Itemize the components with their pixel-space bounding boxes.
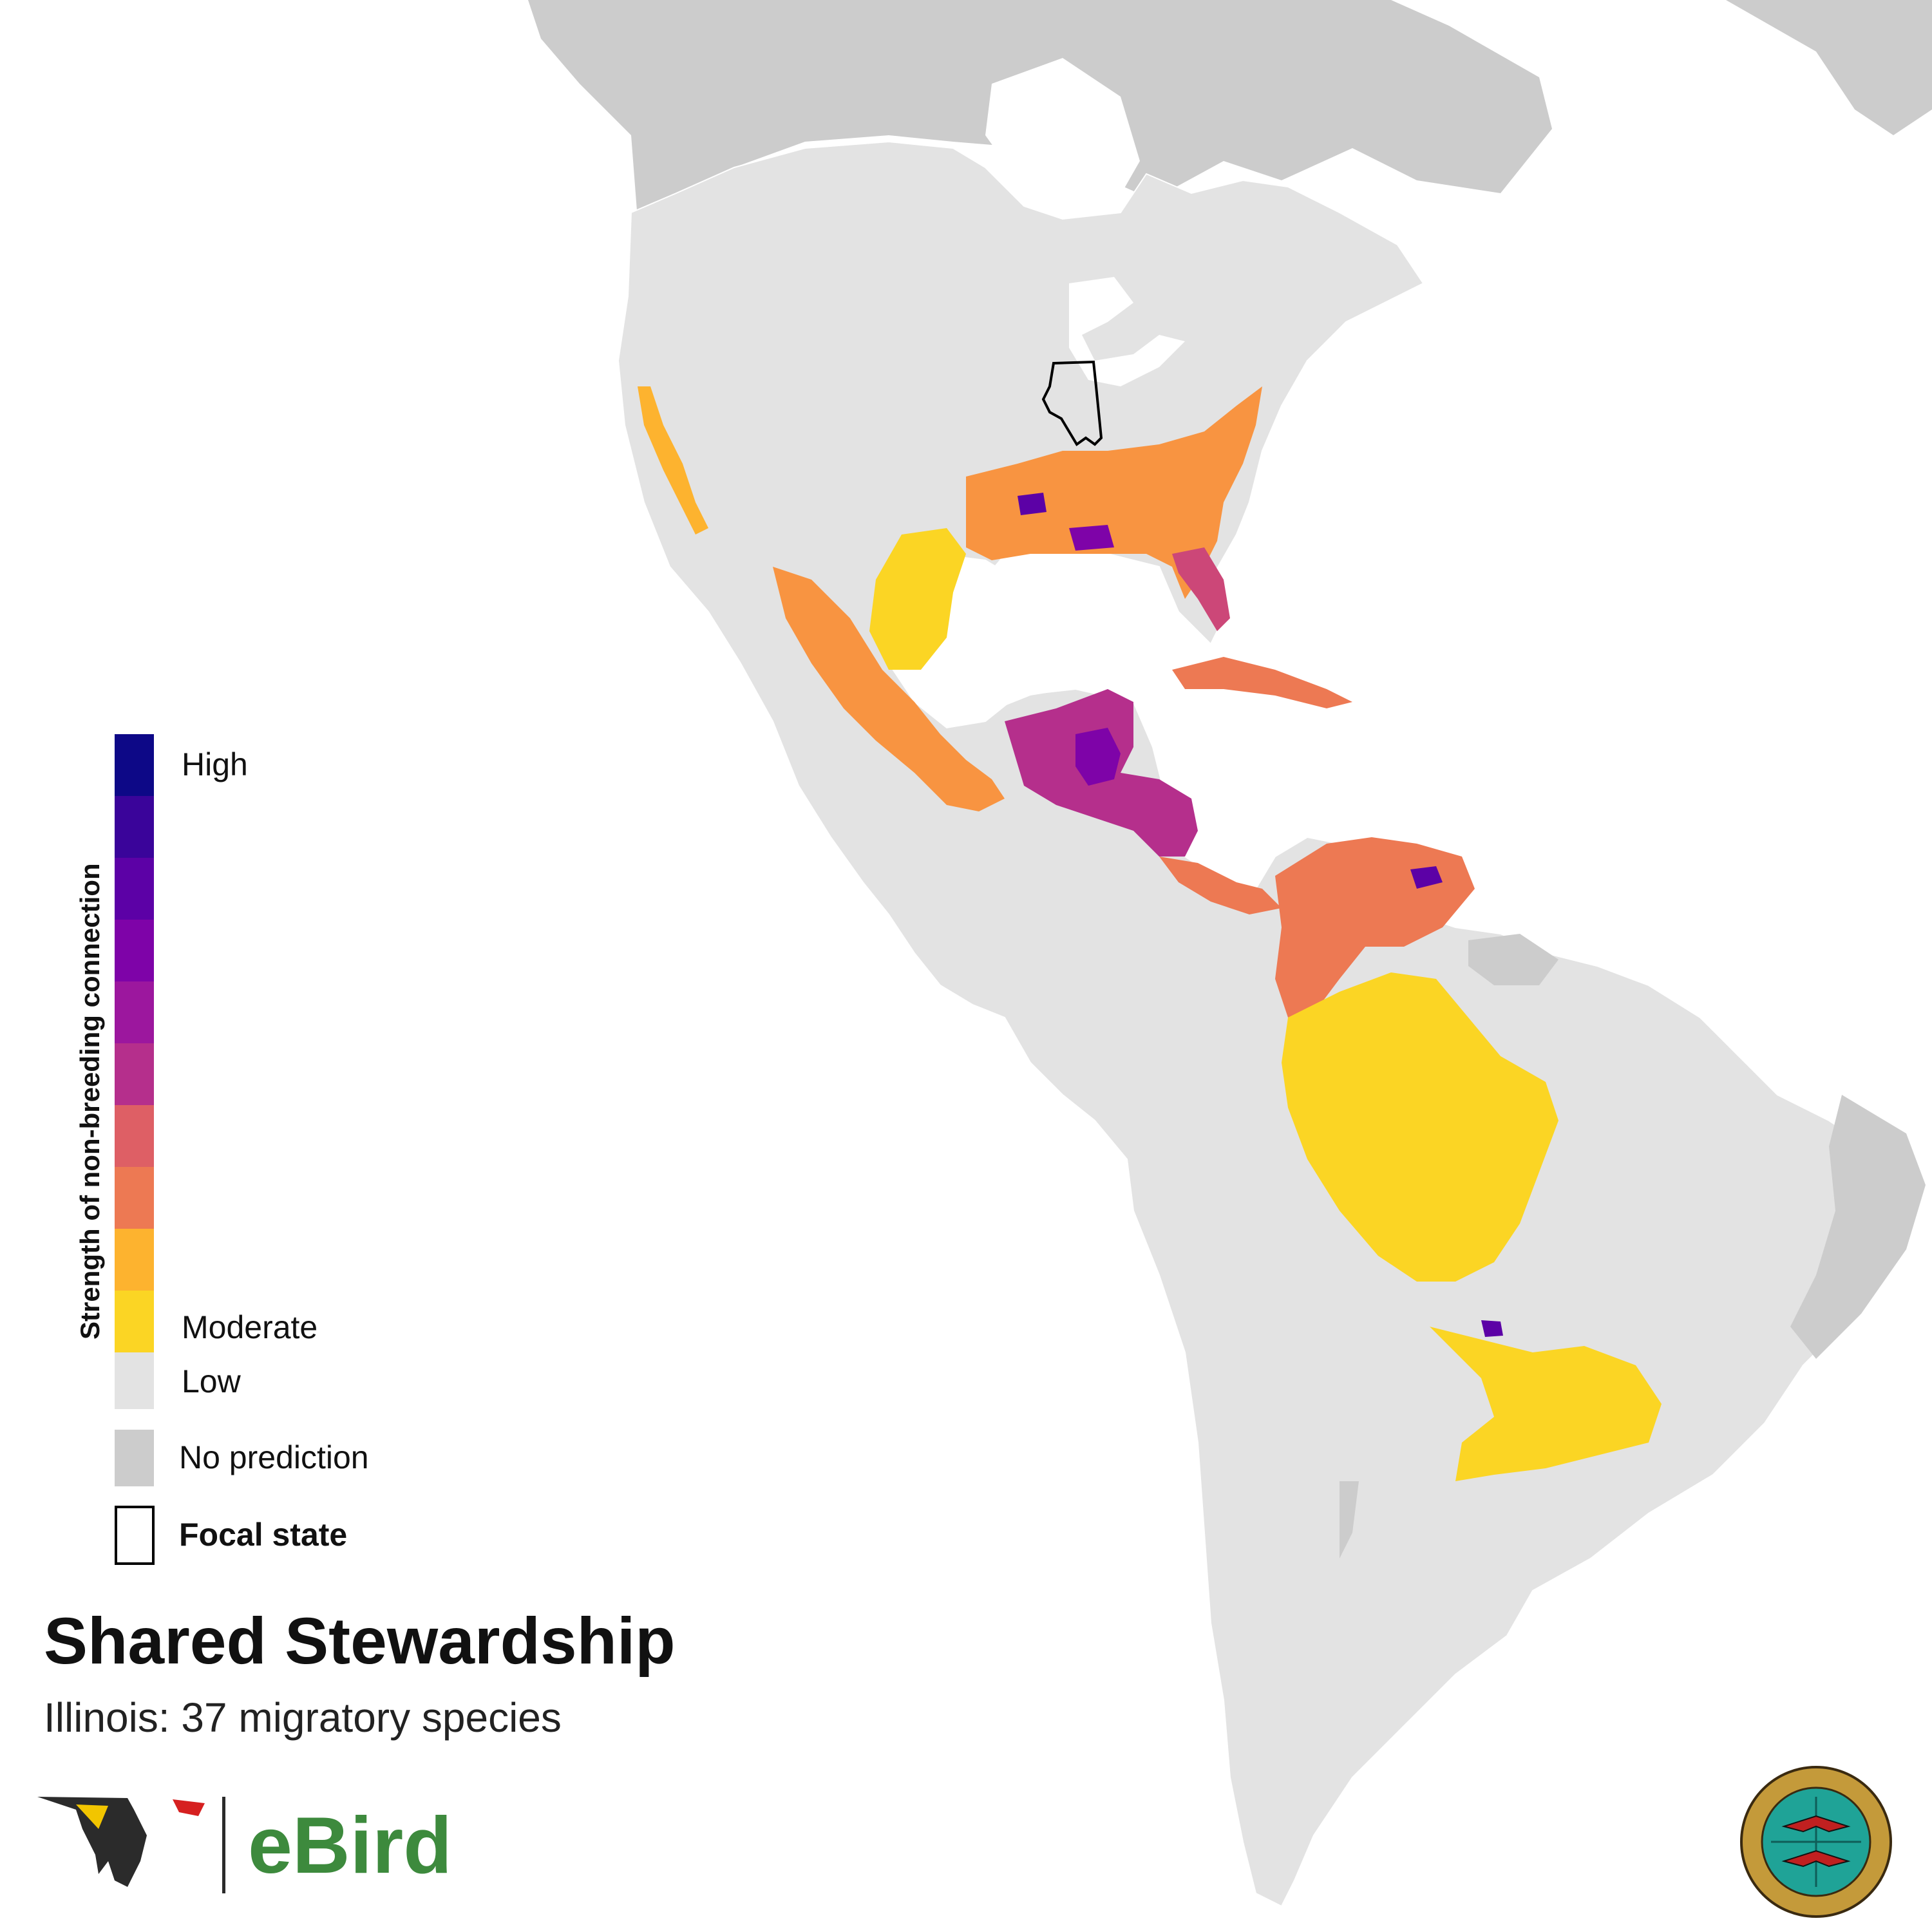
legend-swatch-9 — [115, 1229, 154, 1291]
partners-in-flight-seal-icon — [1740, 1766, 1892, 1918]
legend-high-label: High — [182, 746, 248, 782]
legend-color-scale — [115, 734, 155, 1565]
legend-swatch-no-prediction — [115, 1430, 154, 1486]
ebird-bird-beak — [76, 1804, 108, 1829]
texas-mexico-moderate-region — [869, 528, 966, 670]
paraguay-core — [1481, 1320, 1503, 1337]
legend-axis-title: Strength of non-breeding connection — [75, 863, 105, 1340]
legend-swatch-10 — [115, 1291, 154, 1352]
north-america-land — [617, 140, 1920, 1908]
legend-swatch-6 — [115, 1043, 154, 1105]
ebird-logo-icon — [37, 1797, 225, 1893]
pacific-coast-region — [638, 386, 708, 535]
focal-state-illinois-outline — [1041, 360, 1103, 446]
legend-swatch-3 — [115, 858, 154, 920]
legend-low-label: Low — [182, 1363, 241, 1399]
connection-regions — [638, 386, 1662, 1481]
texas-core — [1018, 493, 1046, 515]
legend-swatch-focal-state — [115, 1506, 155, 1565]
map-title: Shared Stewardship — [44, 1604, 676, 1678]
andes-no-prediction — [1340, 1481, 1359, 1558]
greenland-no-prediction — [1726, 0, 1932, 135]
legend-focal-state-label: Focal state — [179, 1517, 348, 1553]
caribbean-islands-region — [1172, 657, 1352, 708]
ebird-bird-crest — [173, 1799, 205, 1816]
hudson-bay — [985, 58, 1140, 213]
legend-swatch-2 — [115, 796, 154, 858]
map-subtitle: Illinois: 37 migratory species — [44, 1694, 562, 1741]
yucatan-guatemala-core — [1075, 728, 1121, 786]
legend-swatch-5 — [115, 981, 154, 1043]
paraguay-moderate-region — [1430, 1327, 1662, 1481]
legend-swatch-7 — [115, 1105, 154, 1167]
florida-region — [1172, 547, 1230, 631]
louisiana-core — [1069, 525, 1114, 551]
ebird-wordmark: eBird — [248, 1801, 452, 1890]
guiana-no-prediction — [1468, 934, 1558, 985]
legend-swatch-8 — [115, 1167, 154, 1229]
ebird-bird-mark — [37, 1797, 147, 1887]
gulf-of-mexico — [960, 541, 1185, 708]
costa-rica-panama-region — [1159, 857, 1282, 914]
southeast-us-region — [966, 386, 1262, 599]
ebird-divider — [222, 1797, 225, 1893]
legend-moderate-label: Moderate — [182, 1309, 318, 1345]
legend-swatch-low — [115, 1352, 154, 1409]
great-lakes — [1069, 277, 1185, 386]
venezuela-core — [1410, 866, 1443, 889]
west-mexico-region — [773, 567, 1005, 811]
legend-swatch-1 — [115, 734, 154, 796]
amazon-moderate-region — [1282, 972, 1558, 1282]
eastern-brazil-no-prediction — [1790, 1095, 1926, 1359]
legend-swatch-4 — [115, 920, 154, 981]
legend-no-prediction-label: No prediction — [179, 1439, 369, 1475]
caribbean-sea — [1146, 708, 1558, 857]
